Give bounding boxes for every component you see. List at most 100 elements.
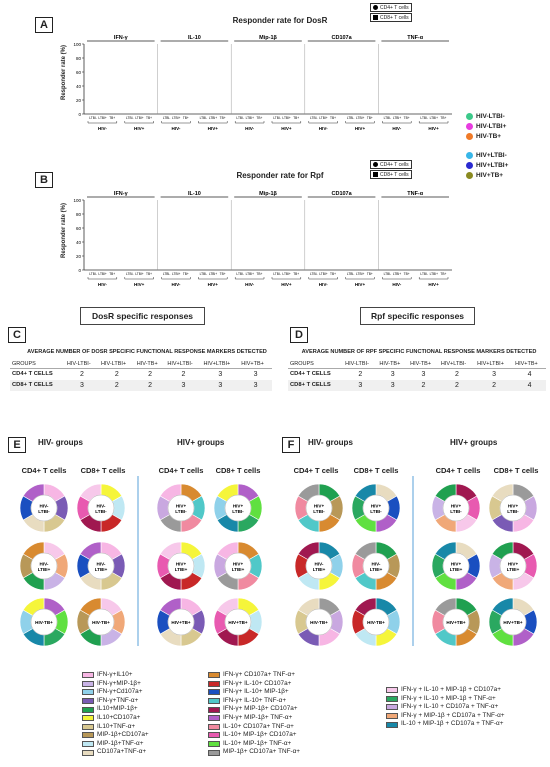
group-tick-label: LTBI+ — [319, 116, 327, 120]
donut-label: LTBI- — [507, 509, 519, 514]
square-marker-icon — [373, 15, 378, 20]
donut-label: LTBI+ — [313, 567, 326, 572]
table-row: CD4+ T CELLS 2 2 2 2 3 3 — [10, 369, 272, 381]
table-column-header: HIV-LTBI+ — [98, 360, 135, 369]
cytokine-label: TNF-α — [407, 191, 424, 197]
panel-b-cell-legend-cd8: CD8+ T cells — [370, 170, 412, 179]
table-cell: 4 — [527, 371, 532, 378]
table-row-header: CD8+ T CELLS — [10, 380, 65, 391]
function-legend-item: IL-10+ MIP-1β+ TNF-α+ — [208, 740, 300, 749]
donut-hole — [87, 552, 115, 580]
donut-chart: HIV-LTBI+ — [294, 541, 344, 591]
y-tick-label: 20 — [76, 254, 82, 259]
function-legend-label: IFN-γ+MIP-1β+ — [97, 679, 141, 687]
table-cell: 3 — [239, 380, 272, 391]
donut-label: LTBI- — [313, 509, 325, 514]
group-tick-label: LTBI- — [126, 272, 134, 276]
donut-label: LTBI+ — [450, 567, 463, 572]
donut-chart: HIV+TB+ — [213, 597, 263, 646]
donut-label: HIV+TB+ — [503, 620, 522, 625]
donut-label: LTBI- — [175, 509, 187, 514]
y-tick-label: 20 — [76, 98, 82, 103]
color-swatch-icon — [82, 698, 94, 705]
hiv-label: HIV+ — [355, 126, 366, 131]
color-swatch-icon — [208, 672, 220, 679]
donut-chart: HIV+LTBI- — [488, 483, 538, 533]
group-tick-label: TB+ — [404, 272, 410, 276]
group-tick-label: LTBI- — [126, 116, 134, 120]
function-legend-label: IL-10+ MIP-1β+ TNF-α+ — [223, 739, 292, 747]
group-legend-label: HIV-LTBI+ — [476, 123, 507, 130]
group-tick-label: LTBI- — [200, 272, 208, 276]
group-tick-label: LTBI+ — [246, 116, 254, 120]
donut-label: HIV+ — [508, 503, 519, 508]
function-legend-item: IFN-γ+IL10+ — [82, 671, 149, 680]
color-swatch-icon — [82, 689, 94, 696]
donut-label: HIV- — [97, 561, 106, 566]
function-legend-label: IL-10 + MIP-1β + CD107a + TNF-α+ — [401, 720, 504, 728]
group-dot-icon — [466, 162, 473, 169]
hiv-label: HIV+ — [281, 282, 292, 287]
group-legend-label: HIV-LTBI- — [476, 113, 505, 120]
panel-b-letter: B — [35, 172, 53, 188]
color-swatch-icon — [208, 706, 220, 713]
donut-label: HIV+ — [371, 503, 382, 508]
group-tick-label: LTBI+ — [282, 116, 290, 120]
donut-chart: HIV-LTBI- — [19, 483, 69, 533]
function-legend-label: IFN-γ + IL-10 + MIP-1β + CD107a+ — [401, 686, 501, 693]
donut-label: LTBI- — [232, 509, 244, 514]
table-cell: 3 — [343, 380, 378, 391]
donut-label: HIV- — [40, 561, 49, 566]
table-column-header: HIV-TB+ — [377, 360, 409, 369]
y-tick-label: 60 — [76, 226, 82, 231]
donut-hole — [224, 494, 252, 522]
panel-e-donuts: HIV-LTBI-HIV-LTBI-HIV+LTBI-HIV+LTBI-HIV-… — [19, 476, 263, 646]
group-tick-label: LTBI- — [89, 116, 97, 120]
table-row-header: CD4+ T CELLS — [12, 371, 53, 377]
table-column-header: HIV-LTBI- — [343, 360, 378, 369]
function-legend-label: IFN-γ + MIP-1β + CD107a + TNF-α+ — [401, 711, 505, 719]
group-tick-label: LTBI- — [347, 116, 355, 120]
square-marker-icon — [373, 172, 378, 177]
function-legend-label: IL-10+ MIP-1β+ CD107a+ — [223, 731, 297, 739]
donut-hole — [30, 552, 58, 580]
group-tick-label: LTBI+ — [98, 272, 106, 276]
donut-label: HIV+ — [176, 503, 187, 508]
group-tick-label: LTBI- — [384, 116, 392, 120]
color-swatch-icon — [386, 713, 398, 720]
hiv-bracket — [161, 121, 191, 124]
donut-chart: HIV+LTBI- — [294, 483, 344, 533]
panel-e-hiv-neg-title: HIV- groups — [38, 438, 83, 447]
hiv-label: HIV+ — [208, 282, 219, 287]
color-swatch-icon — [208, 715, 220, 722]
cytokine-label: IL-10 — [188, 35, 201, 41]
donut-hole — [167, 552, 195, 580]
hiv-bracket — [382, 121, 412, 124]
color-swatch-icon — [386, 695, 398, 702]
panel-d-heading: Rpf specific responses — [360, 307, 475, 325]
color-swatch-icon — [208, 680, 220, 687]
group-legend-item: HIV-TB+ — [466, 133, 501, 140]
donut-hole — [362, 494, 390, 522]
table-cell: 2 — [134, 380, 166, 391]
table-cell: 2 — [455, 371, 459, 378]
panel-e-hiv-pos-title: HIV+ groups — [177, 438, 225, 447]
group-legend-label: HIV+LTBI- — [476, 152, 507, 159]
donut-hole — [87, 608, 115, 636]
function-legend-label: IL-10+ CD107a+ TNF-α+ — [223, 722, 294, 730]
table-column-header: GROUPS — [10, 360, 65, 369]
table-column-header: HIV-TB+ — [408, 360, 439, 369]
table-cell: 2 — [475, 380, 514, 391]
donut-chart: HIV+LTBI+ — [156, 541, 206, 591]
hiv-bracket — [418, 121, 449, 124]
panel-b-title: Responder rate for Rpf — [236, 171, 324, 180]
color-swatch-icon — [82, 680, 94, 687]
donut-chart: HIV+LTBI- — [431, 483, 481, 533]
function-legend-item: IFN-γ + IL-10 + MIP-1β + CD107a+ — [386, 686, 505, 695]
group-tick-label: LTBI+ — [209, 116, 217, 120]
donut-label: LTBI- — [38, 509, 50, 514]
group-tick-label: TB+ — [330, 116, 336, 120]
y-tick-label: 100 — [73, 42, 81, 47]
group-tick-label: TB+ — [183, 116, 189, 120]
donut-label: HIV-TB+ — [310, 620, 328, 625]
